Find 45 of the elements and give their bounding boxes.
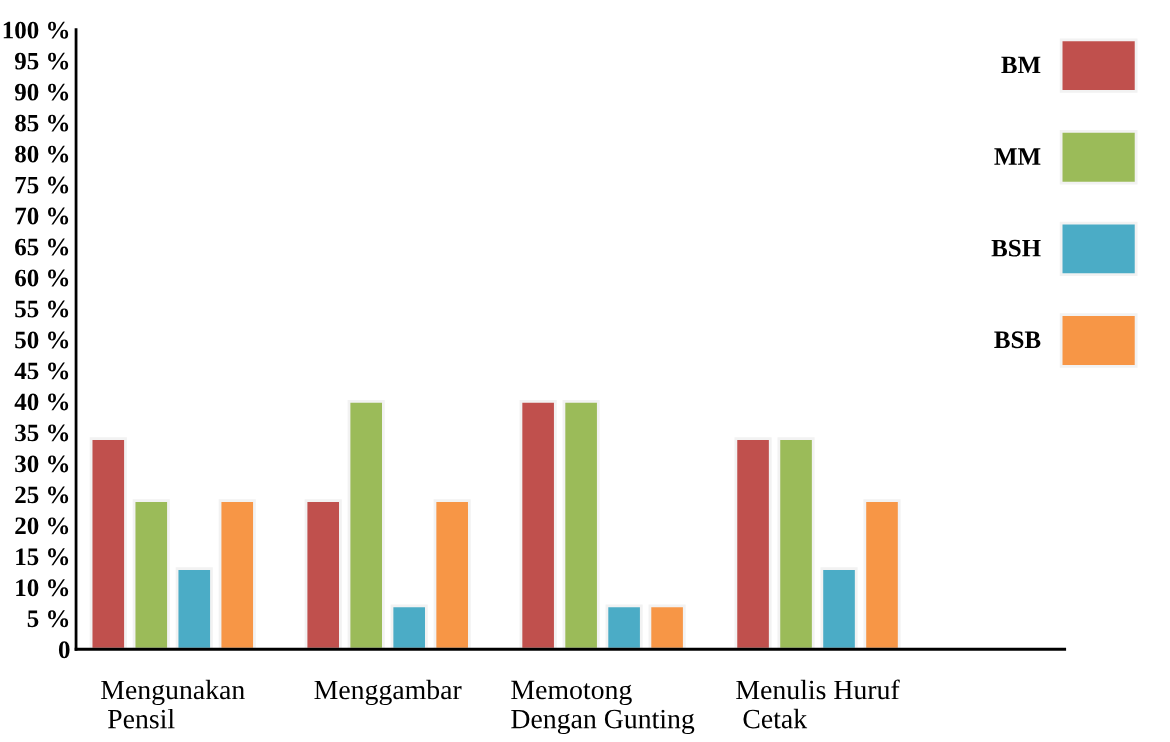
legend-label: BM [1001, 56, 1041, 74]
bar [562, 400, 600, 650]
y-tick-label: 75 % [15, 176, 69, 194]
bar [777, 437, 815, 650]
y-tick-label: 85 % [15, 114, 69, 132]
y-tick-label: 95 % [14, 52, 69, 70]
bar [820, 567, 858, 650]
bar [519, 400, 557, 650]
bar [89, 437, 127, 650]
y-tick-label: 10 % [16, 579, 69, 597]
y-tick-label: 45 % [14, 362, 69, 380]
y-tick-label: 55 % [15, 300, 69, 318]
bar [218, 499, 256, 650]
y-tick-label: 90 % [14, 83, 69, 101]
x-tick-label: Memotong Dengan Gunting [511, 680, 695, 735]
x-tick-label: Menulis Huruf Cetak [736, 679, 900, 729]
y-tick-label: 50 % [15, 331, 69, 349]
y-tick-label: 20 % [15, 517, 69, 535]
y-tick-label: 80 % [15, 145, 69, 163]
legend-label: MM [994, 148, 1041, 165]
y-tick-label: 70 % [15, 207, 69, 225]
x-tick-label: Menggambar [314, 679, 462, 706]
y-tick-label: 0 [58, 641, 70, 659]
bar [648, 604, 686, 650]
bar [304, 499, 342, 650]
y-tick-label: 30 % [15, 455, 69, 473]
bar [433, 499, 471, 650]
bar [175, 567, 213, 650]
bar [863, 499, 901, 650]
bar [390, 604, 428, 650]
legend-label: BSB [994, 331, 1041, 349]
y-tick-label: 15 % [16, 548, 69, 566]
y-tick-label: 35 % [15, 424, 69, 442]
y-tick-label: 5 % [27, 610, 69, 628]
bar [734, 437, 772, 650]
legend-label: BSH [991, 239, 1041, 257]
bar [132, 499, 170, 650]
y-tick-label: 25 % [15, 486, 69, 504]
y-tick-label: 65 % [15, 238, 69, 256]
y-tick-label: 60 % [15, 269, 69, 287]
bar [347, 400, 385, 650]
bar [605, 604, 643, 650]
x-tick-label: Mengunakan Pensil [101, 679, 245, 729]
y-tick-label: 100 % [3, 21, 69, 39]
y-tick-label: 40 % [14, 393, 69, 411]
